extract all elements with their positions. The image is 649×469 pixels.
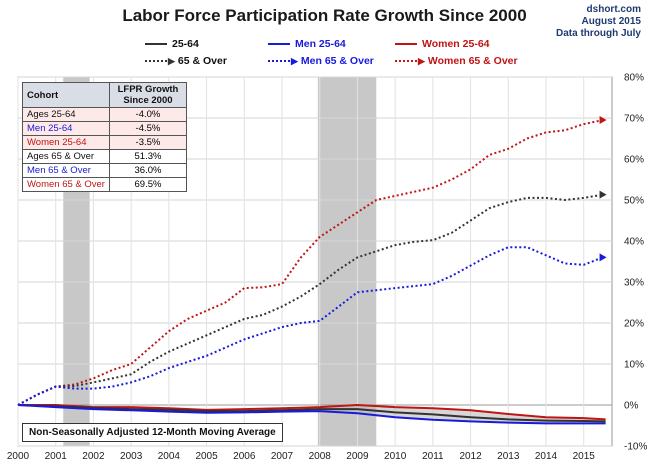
y-tick-label: 70% — [624, 114, 644, 125]
series-line-men-25-64 — [17, 404, 606, 425]
x-tick-label: 2002 — [82, 451, 105, 462]
x-tick-label: 2013 — [497, 451, 520, 462]
series-line-25-64 — [17, 404, 606, 423]
x-tick-label: 2012 — [459, 451, 482, 462]
x-tick-label: 2004 — [158, 451, 181, 462]
table-row: Women 65 & Over 69.5% — [22, 177, 187, 192]
x-tick-label: 2014 — [535, 451, 558, 462]
series-line-women-65-over — [17, 119, 603, 406]
cohort-table: Cohort LFPR Growth Since 2000 Ages 25-64… — [22, 82, 187, 192]
source-site: dshort.com — [586, 4, 641, 15]
column-header-growth: LFPR Growth Since 2000 — [108, 82, 187, 108]
growth-cell: 51.3% — [108, 149, 187, 164]
growth-cell: -4.0% — [108, 107, 187, 122]
source-credit: dshort.com August 2015 Data through July — [556, 4, 641, 40]
x-tick-label: 2015 — [573, 451, 596, 462]
x-tick-label: 2006 — [233, 451, 256, 462]
y-tick-label: -10% — [624, 442, 647, 453]
y-tick-label: 60% — [624, 155, 644, 166]
x-tick-label: 2001 — [45, 451, 68, 462]
x-tick-label: 2009 — [346, 451, 369, 462]
table-row: Women 25-64 -3.5% — [22, 135, 187, 150]
series-line-women-25-64 — [18, 404, 606, 421]
y-tick-label: 40% — [624, 237, 644, 248]
legend-item-men-25-64: Men 25-64 — [268, 38, 346, 50]
y-tick-label: 20% — [624, 319, 644, 330]
y-tick-label: 50% — [624, 196, 644, 207]
x-tick-label: 2011 — [422, 451, 444, 462]
x-tick-label: 2003 — [120, 451, 143, 462]
series-end-marker — [599, 253, 607, 262]
series-end-marker — [599, 190, 607, 199]
legend-item-25-64: 25-64 — [145, 38, 199, 50]
table-row: Ages 65 & Over 51.3% — [22, 149, 187, 164]
y-tick-label: 0% — [624, 401, 639, 412]
series-end-marker — [599, 116, 607, 125]
x-tick-label: 2008 — [309, 451, 332, 462]
growth-cell: -3.5% — [108, 135, 187, 150]
x-tick-label: 2007 — [271, 451, 294, 462]
y-tick-label: 80% — [624, 73, 644, 84]
legend-label: 65 & Over — [177, 55, 227, 67]
arrow-icon: ▶ — [168, 55, 175, 66]
legend-label: 25-64 — [172, 38, 199, 50]
source-note: Data through July — [555, 28, 641, 39]
legend-item-women-65-over: ▶ Women 65 & Over — [395, 55, 518, 67]
growth-cell: 36.0% — [108, 163, 187, 178]
recession-band — [317, 77, 377, 446]
cohort-cell: Ages 25-64 — [22, 107, 110, 122]
legend-item-65-over: ▶ 65 & Over — [145, 55, 227, 67]
x-tick-label: 2005 — [195, 451, 218, 462]
cohort-cell: Men 65 & Over — [22, 163, 110, 178]
legend-label: Men 25-64 — [295, 38, 346, 50]
series-line-men-65-over — [17, 246, 603, 406]
legend-item-women-25-64: Women 25-64 — [395, 38, 490, 50]
cohort-cell: Men 25-64 — [22, 121, 110, 136]
cohort-table-body: Ages 25-64 -4.0% Men 25-64 -4.5% Women 25-64… — [22, 107, 187, 192]
growth-cell: 69.5% — [108, 177, 187, 192]
cohort-cell: Women 25-64 — [22, 135, 110, 150]
cohort-cell: Ages 65 & Over — [22, 149, 110, 164]
chart-title: Labor Force Participation Rate Growth Si… — [122, 6, 527, 25]
legend-label: Women 65 & Over — [427, 55, 518, 67]
table-header-row: Cohort LFPR Growth Since 2000 — [22, 82, 187, 108]
y-tick-label: 10% — [624, 360, 644, 371]
table-row: Men 65 & Over 36.0% — [22, 163, 187, 178]
legend-label: Women 25-64 — [422, 38, 490, 50]
cohort-cell: Women 65 & Over — [22, 177, 110, 192]
table-row: Ages 25-64 -4.0% — [22, 107, 187, 122]
legend-label: Men 65 & Over — [300, 55, 374, 67]
x-tick-label: 2010 — [384, 451, 407, 462]
legend-item-men-65-over: ▶ Men 65 & Over — [268, 55, 374, 67]
arrow-icon: ▶ — [418, 55, 425, 66]
growth-cell: -4.5% — [108, 121, 187, 136]
methodology-note: Non-Seasonally Adjusted 12-Month Moving … — [22, 423, 283, 442]
arrow-icon: ▶ — [291, 55, 298, 66]
column-header-cohort: Cohort — [22, 82, 110, 108]
y-tick-label: 30% — [624, 278, 644, 289]
table-row: Men 25-64 -4.5% — [22, 121, 187, 136]
source-date: August 2015 — [581, 16, 641, 27]
x-tick-label: 2000 — [7, 451, 30, 462]
